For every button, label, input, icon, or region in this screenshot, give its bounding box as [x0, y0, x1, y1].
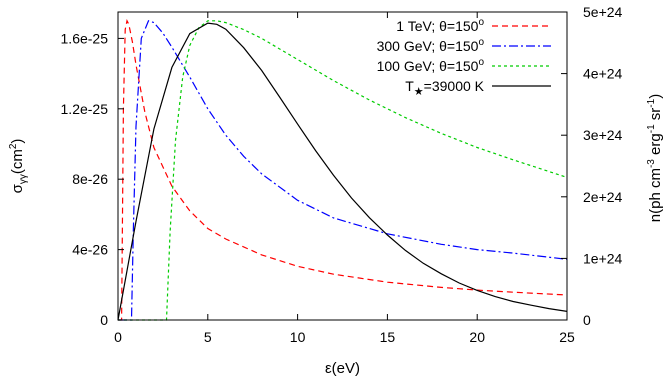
legend-label-3: 100 GeV; θ=150o	[377, 57, 485, 74]
legend-label-1: 1 TeV; θ=150o	[396, 17, 484, 34]
right-y-tick-label: 4e+24	[583, 66, 623, 82]
x-tick-label: 20	[469, 329, 485, 345]
right-y-tick-label: 1e+24	[583, 250, 623, 266]
legend-label-4: T★=39000 K	[405, 78, 484, 98]
left-y-axis-label: σγγ(cm2)	[8, 139, 29, 194]
left-y-axis: 0 4e-26 8e-26 1.2e-25 1.6e-25	[61, 30, 124, 328]
x-tick-label: 15	[380, 329, 396, 345]
x-axis-label: ε(eV)	[325, 360, 360, 377]
x-tick-label: 5	[204, 329, 212, 345]
right-y-tick-label: 5e+24	[583, 4, 623, 20]
series-layer	[117, 19, 568, 321]
series-line-4	[117, 22, 568, 321]
left-y-tick-label: 0	[100, 312, 108, 328]
right-y-tick-label: 3e+24	[583, 127, 623, 143]
left-y-tick-label: 1.6e-25	[61, 30, 109, 46]
x-tick-label: 0	[114, 329, 122, 345]
series-line-1	[118, 19, 568, 321]
right-y-tick-label: 2e+24	[583, 189, 623, 205]
legend: 1 TeV; θ=150o 300 GeV; θ=150o 100 GeV; θ=1…	[377, 17, 551, 98]
legend-label-2: 300 GeV; θ=150o	[377, 37, 485, 54]
left-y-tick-label: 4e-26	[72, 242, 108, 258]
plot-frame	[117, 11, 568, 321]
left-y-tick-label: 1.2e-25	[61, 101, 109, 117]
series-line-2	[118, 20, 568, 321]
x-tick-label: 10	[290, 329, 306, 345]
right-y-axis: 0 1e+24 2e+24 3e+24 4e+24 5e+24	[561, 4, 623, 328]
right-y-tick-label: 0	[583, 312, 591, 328]
right-y-axis-label: n(ph cm-3 erg-1 sr-1)	[646, 94, 664, 222]
x-tick-label: 25	[559, 329, 575, 345]
x-axis: 0 5 10 15 20 25	[114, 12, 575, 345]
left-y-tick-label: 8e-26	[72, 171, 108, 187]
